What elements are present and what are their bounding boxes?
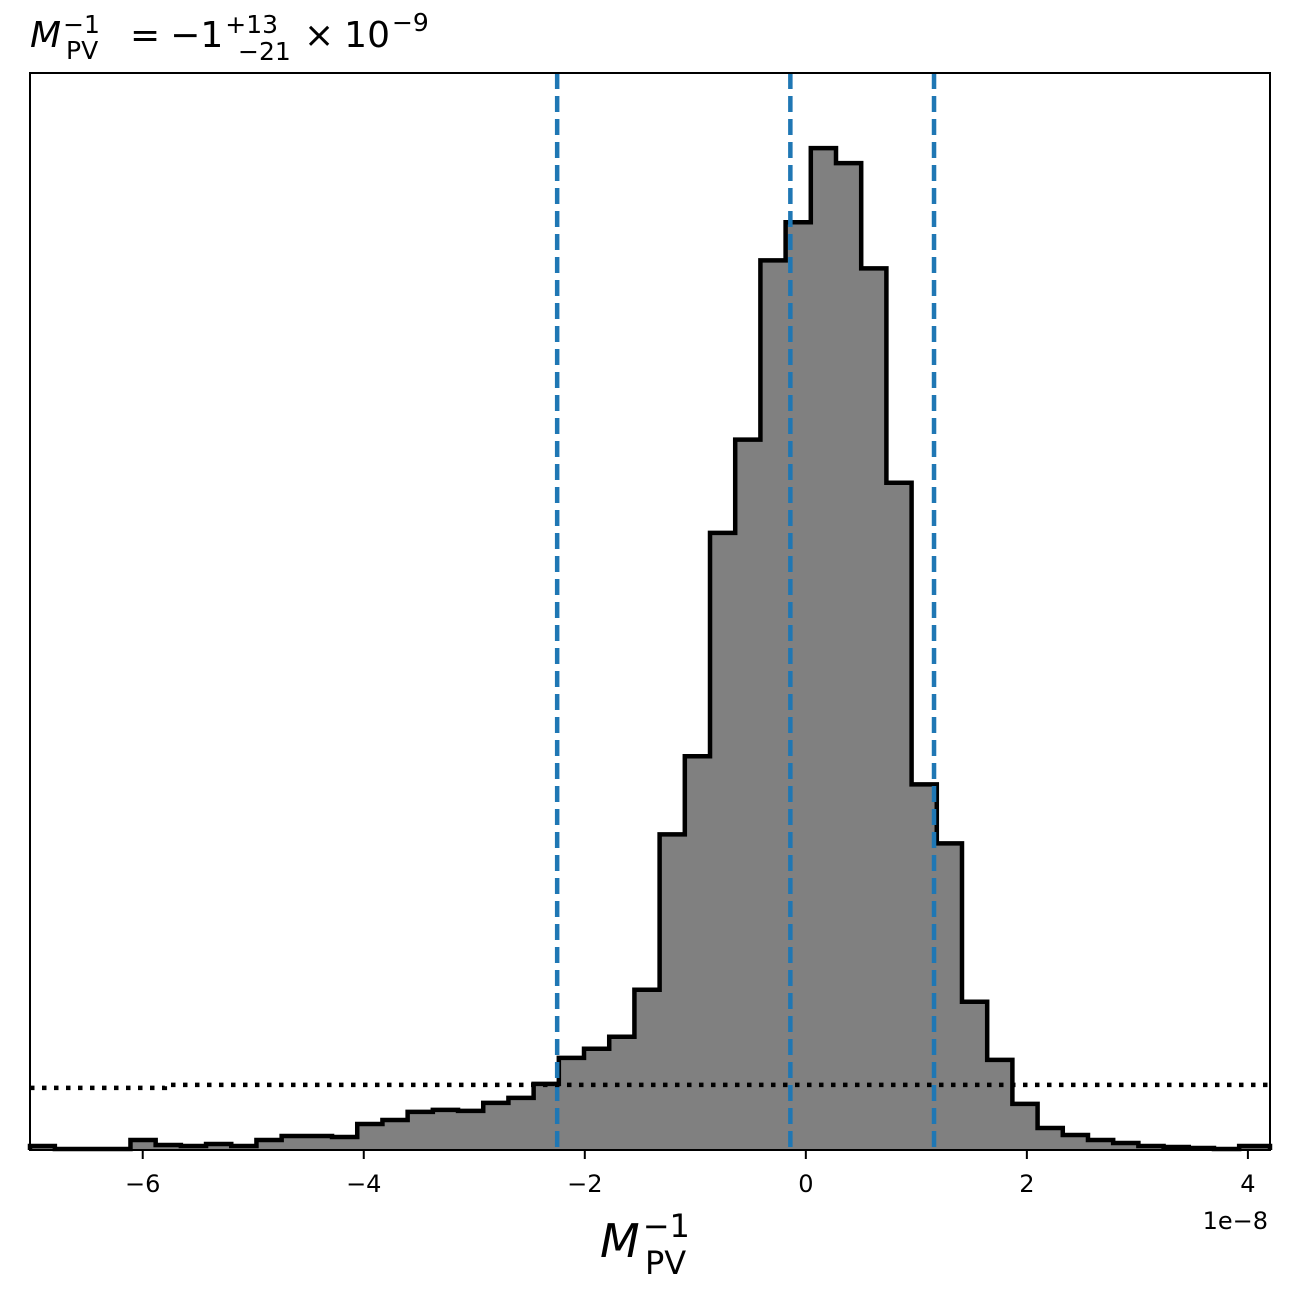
x-axis-label: M−1 PV: [600, 1207, 690, 1282]
histogram-bar: [609, 1036, 635, 1150]
histogram-bar: [886, 482, 913, 1150]
histogram-bar: [407, 1111, 434, 1150]
histogram-bar: [306, 1135, 333, 1150]
histogram-bar: [961, 1001, 988, 1150]
title-value: −1: [170, 15, 223, 56]
histogram-bar: [684, 756, 711, 1150]
histogram-bar: [155, 1144, 182, 1150]
histogram-bar: [508, 1097, 535, 1150]
xlabel-sup: −1: [643, 1207, 690, 1245]
histogram-outline: [27, 145, 1273, 1152]
histogram-bar: [1087, 1139, 1114, 1150]
histogram-bar: [810, 148, 837, 1151]
title-scale-base: 10: [344, 15, 390, 56]
histogram-bar: [634, 989, 661, 1150]
quantile-lines: [554, 73, 937, 1150]
histogram-bar: [710, 532, 736, 1150]
histogram-bar: [432, 1109, 459, 1150]
histogram-bar: [735, 439, 761, 1151]
histogram-bars: [30, 148, 1271, 1151]
x-tick-label: 4: [1240, 1170, 1255, 1198]
histogram-bar: [382, 1119, 409, 1150]
title-times: ×: [304, 15, 334, 56]
x-offset-label: 1e−8: [1203, 1207, 1268, 1235]
histogram-bar: [659, 834, 686, 1150]
histogram-bar: [836, 163, 862, 1151]
histogram-bar: [332, 1136, 358, 1150]
histogram-bar: [987, 1059, 1013, 1150]
xlabel-sub: PV: [645, 1244, 686, 1282]
histogram-bar: [584, 1048, 610, 1150]
histogram-bar: [1037, 1127, 1064, 1150]
x-tick-label: 0: [798, 1170, 813, 1198]
histogram-bar: [1062, 1134, 1089, 1150]
histogram-bar: [483, 1102, 509, 1150]
title-err-plus: +13: [225, 10, 278, 39]
histogram-bar: [206, 1143, 232, 1150]
histogram-bar: [357, 1123, 383, 1150]
histogram-bar: [936, 843, 963, 1150]
x-tick-label: 2: [1019, 1170, 1034, 1198]
x-tick-label: −4: [346, 1170, 381, 1198]
title-err-minus: −21: [238, 37, 291, 66]
x-axis-ticks: −6 −4 −2 0 2 4: [125, 1150, 1256, 1198]
xlabel-symbol: M: [600, 1214, 640, 1268]
histogram-bar: [256, 1139, 283, 1150]
prior-line: [30, 1082, 1270, 1091]
histogram-bar: [1113, 1142, 1139, 1150]
title-symbol-sup: −1: [63, 10, 100, 39]
histogram-bar: [281, 1135, 308, 1150]
histogram-bar: [760, 260, 787, 1150]
title-equals: =: [130, 15, 160, 56]
chart-title: M−1 PV = −1+13 −21 × 10−9: [30, 8, 429, 66]
x-tick-label: −2: [567, 1170, 602, 1198]
title-symbol: M: [30, 15, 61, 56]
histogram-bar: [1012, 1103, 1039, 1150]
title-symbol-sub: PV: [66, 36, 98, 65]
histogram-bar: [558, 1057, 585, 1150]
title-scale-exp: −9: [392, 8, 429, 37]
histogram-bar: [458, 1110, 484, 1150]
histogram-bar: [130, 1139, 157, 1150]
histogram-bar: [861, 268, 887, 1150]
x-tick-label: −6: [125, 1170, 160, 1198]
axes-frame: [29, 72, 1271, 1151]
